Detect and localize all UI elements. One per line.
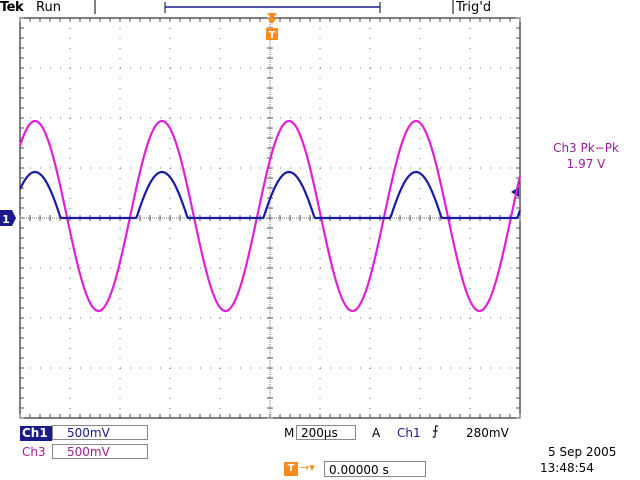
- trigger-source[interactable]: Ch1: [397, 426, 421, 440]
- ch1-scale[interactable]: 500mV: [52, 425, 148, 440]
- brand-logo: Tek: [0, 0, 24, 15]
- trigger-level[interactable]: 280mV: [466, 426, 509, 440]
- trigger-position-icon: T: [284, 462, 298, 476]
- trigger-t-icon[interactable]: [266, 28, 278, 40]
- ch1-tag[interactable]: Ch1: [20, 426, 52, 441]
- ch1-marker-label: 1: [2, 213, 10, 226]
- measurement-title: Ch3 Pk−Pk: [553, 141, 619, 155]
- trigger-position-arrow-icon-2: [267, 18, 277, 24]
- ch3-waveform: [18, 119, 522, 313]
- trigger-label: A: [372, 426, 381, 440]
- trigger-position-arrow: →▾: [300, 461, 315, 474]
- trigger-position-arrow-icon: [267, 13, 277, 19]
- graticule-grid: [19, 17, 521, 419]
- ch1-ground-marker-icon[interactable]: [0, 210, 16, 226]
- ch3-scale[interactable]: 500mV: [52, 444, 148, 459]
- timebase-label: M: [284, 426, 295, 440]
- ch1-waveform: [18, 170, 522, 220]
- trigger-position-value[interactable]: 0.00000 s: [324, 461, 426, 477]
- trigger-marker-label: T: [269, 30, 276, 41]
- measurement-value: 1.97 V: [566, 157, 606, 171]
- trigger-status: Trig'd: [456, 0, 492, 15]
- timebase-value[interactable]: 200µs: [296, 425, 356, 440]
- ch3-tag[interactable]: Ch3: [22, 445, 46, 459]
- time-stamp: 13:48:54: [540, 461, 594, 475]
- date-stamp: 5 Sep 2005: [548, 445, 617, 459]
- rising-edge-icon[interactable]: ⨍: [432, 424, 439, 439]
- acquisition-state: Run: [36, 0, 61, 15]
